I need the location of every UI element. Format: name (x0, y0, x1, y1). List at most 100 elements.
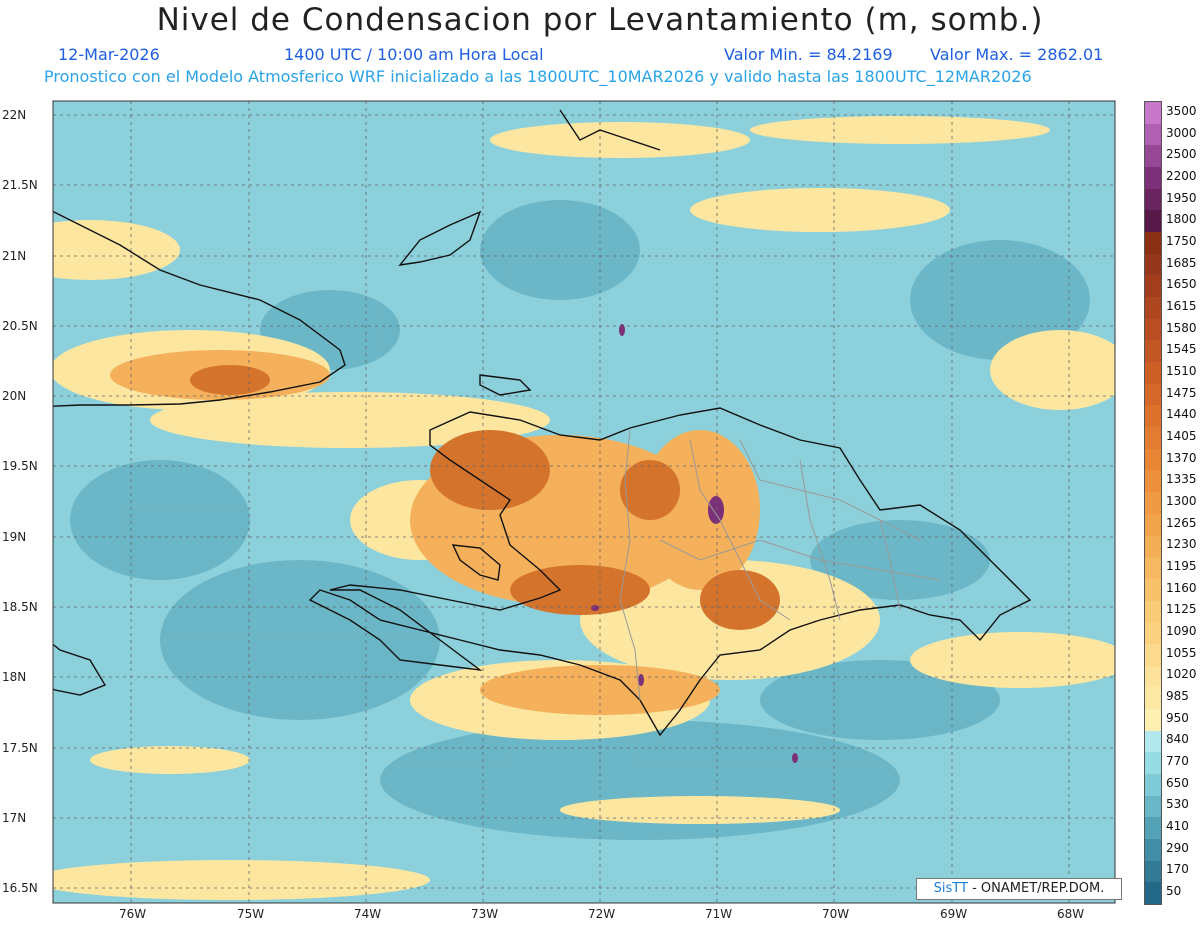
peak-lcl-spots (591, 324, 798, 763)
color-scale-segment (1145, 600, 1161, 623)
lon-label: 75W (237, 907, 264, 921)
model-info: Pronostico con el Modelo Atmosferico WRF… (44, 67, 1032, 86)
color-scale-segment (1145, 882, 1161, 905)
forecast-date: 12-Mar-2026 (58, 45, 160, 64)
color-scale-label: 1545 (1166, 342, 1197, 357)
color-scale-label: 1160 (1166, 580, 1197, 595)
color-scale-segment (1145, 773, 1161, 797)
lat-label: 22N (2, 108, 26, 122)
color-scale-label: 1615 (1166, 298, 1197, 313)
lon-label: 70W (822, 907, 849, 921)
color-scale-label: 1090 (1166, 624, 1197, 639)
lat-label: 19N (2, 530, 26, 544)
province-borders (619, 429, 941, 701)
color-scale-label: 650 (1166, 775, 1189, 790)
credit-box: SisTT - ONAMET/REP.DOM. (916, 878, 1122, 900)
color-scale-segment (1145, 297, 1161, 320)
lon-label: 73W (471, 907, 498, 921)
color-scale-segment (1145, 708, 1161, 732)
color-scale-label: 840 (1166, 732, 1189, 747)
color-scale-segment (1145, 622, 1161, 645)
color-scale-label: 1650 (1166, 277, 1197, 292)
lon-label: 72W (588, 907, 615, 921)
color-scale-label: 1405 (1166, 428, 1197, 443)
color-scale-segment (1145, 838, 1161, 862)
color-scale-segment (1145, 578, 1161, 602)
coastlines (53, 109, 1032, 737)
color-scale-label: 1950 (1166, 190, 1197, 205)
color-scale-label: 1055 (1166, 645, 1197, 660)
color-scale-label: 985 (1166, 689, 1189, 704)
color-scale-label: 1370 (1166, 450, 1197, 465)
color-scale-segment (1145, 253, 1161, 276)
color-scale-label: 410 (1166, 819, 1189, 834)
lat-label: 16.5N (2, 881, 38, 895)
low-lcl-areas (70, 200, 1090, 840)
lat-label: 21.5N (2, 178, 38, 192)
lon-label: 68W (1057, 907, 1084, 921)
color-scale-label: 770 (1166, 754, 1189, 769)
color-scale-label: 2200 (1166, 168, 1197, 183)
color-scale-segment (1145, 340, 1161, 363)
color-scale-segment (1145, 232, 1161, 255)
color-scale-label: 1020 (1166, 667, 1197, 682)
lat-label: 19.5N (2, 459, 38, 473)
color-scale-label: 1265 (1166, 515, 1197, 530)
lon-label: 76W (119, 907, 146, 921)
color-scale-label: 50 (1166, 884, 1182, 899)
lat-label: 18N (2, 670, 26, 684)
color-scale-label: 1475 (1166, 385, 1197, 400)
lat-label: 17.5N (2, 741, 38, 755)
color-scale-segment (1145, 492, 1161, 515)
color-scale-segment (1145, 275, 1161, 298)
very-high-lcl-areas (190, 365, 780, 630)
color-scale-segment (1145, 123, 1161, 146)
color-scale-segment (1145, 362, 1161, 385)
color-scale-segment (1145, 167, 1161, 190)
color-scale-label: 1800 (1166, 212, 1197, 227)
color-scale-segment (1145, 535, 1161, 558)
color-scale-segment (1145, 470, 1161, 493)
lat-label: 21N (2, 249, 26, 263)
credit-text: - ONAMET/REP.DOM. (967, 881, 1105, 896)
color-scale-label: 530 (1166, 797, 1189, 812)
color-scale-label: 2500 (1166, 147, 1197, 162)
lon-label: 74W (354, 907, 381, 921)
color-scale-segment (1145, 427, 1161, 450)
color-scale-segment (1145, 145, 1161, 168)
forecast-time: 1400 UTC / 10:00 am Hora Local (284, 45, 544, 64)
color-scale-segment (1145, 687, 1161, 710)
color-scale-label: 1510 (1166, 363, 1197, 378)
min-value: Valor Min. = 84.2169 (724, 45, 893, 64)
color-scale-segment (1145, 752, 1161, 775)
max-value: Valor Max. = 2862.01 (930, 45, 1104, 64)
map-title: Nivel de Condensacion por Levantamiento … (156, 2, 1044, 38)
color-scale-label: 1125 (1166, 602, 1197, 617)
lat-label: 20N (2, 389, 26, 403)
color-scale-label: 290 (1166, 840, 1189, 855)
color-scale-label: 170 (1166, 862, 1189, 877)
color-scale-label: 3000 (1166, 125, 1197, 140)
brand-logo: SisTT (933, 881, 968, 896)
color-scale-segment (1145, 188, 1161, 211)
color-scale-segment (1145, 557, 1161, 580)
color-scale-segment (1145, 405, 1161, 428)
color-scale-segment (1145, 665, 1161, 688)
color-scale-segment (1145, 817, 1161, 840)
color-scale-label: 1300 (1166, 494, 1197, 508)
color-scale-segment (1145, 318, 1161, 341)
color-scale-segment (1145, 383, 1161, 406)
color-scale-label: 1685 (1166, 255, 1197, 270)
color-scale-bar (1144, 101, 1162, 905)
color-scale-label: 1750 (1166, 233, 1197, 248)
color-scale-segment (1145, 448, 1161, 471)
color-scale-segment (1145, 210, 1161, 233)
color-scale-label: 1335 (1166, 472, 1197, 487)
color-scale-label: 1580 (1166, 320, 1197, 335)
axis-labels: 22N 21.5N 21N 20.5N 20N 19.5N 19N 18.5N … (2, 108, 1084, 921)
color-scale-segment (1145, 513, 1161, 536)
color-scale-label: 950 (1166, 710, 1189, 725)
color-scale-label: 1195 (1166, 559, 1197, 574)
color-scale-segment (1145, 860, 1161, 883)
color-scale-segment (1145, 102, 1161, 125)
